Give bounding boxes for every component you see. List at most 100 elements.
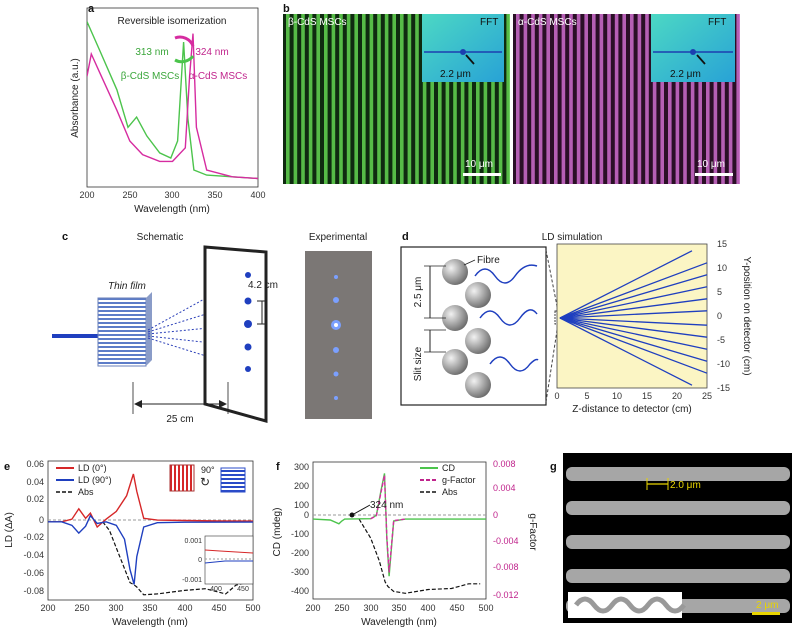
fft-spacing-beta: 2.2 μm: [440, 69, 471, 80]
label-thin-film: Thin film: [108, 281, 146, 292]
y-tick: -10: [717, 359, 730, 369]
micro-stripe: [453, 14, 457, 184]
x-ticks-d: 0 5 10 15 20 25: [554, 391, 712, 401]
micro-stripe: [630, 14, 634, 184]
y-tick: -100: [291, 529, 309, 539]
fibre-waves: [474, 264, 539, 372]
legend-beta: β-CdS MSCs: [121, 71, 180, 82]
micro-stripe: [523, 14, 528, 184]
panel-label-c: c: [62, 231, 68, 243]
micro-stripe: [362, 14, 366, 184]
x-tick: 400: [250, 190, 265, 200]
scale-label-g: 2 μm: [756, 600, 778, 611]
y-tick: 0: [39, 515, 44, 525]
diffraction-ray: [559, 262, 708, 319]
screen: [203, 245, 268, 423]
y-tick: 0: [717, 311, 722, 321]
micro-stripe: [614, 14, 619, 184]
micro-stripe: [438, 14, 442, 184]
micro-stripe: [354, 14, 358, 184]
y-axis-label-f: CD (mdeg): [272, 508, 283, 557]
y-axis-label-a: Absorbance (a.u.): [70, 58, 81, 138]
scale-label-alpha: 10 μm: [697, 159, 725, 170]
micro-stripe: [483, 14, 488, 184]
y-axis-label-e: LD (ΔA): [4, 512, 15, 548]
x-tick: 500: [478, 603, 493, 613]
x-axis-label-d: Z-distance to detector (cm): [572, 404, 691, 415]
y-tick: -15: [717, 383, 730, 393]
peak-label: 324 nm: [370, 500, 403, 511]
micro-stripe: [668, 14, 672, 184]
y-tick: -0.08: [23, 586, 44, 596]
y-ticks-f: 300 200 100 0 -100 -200 -300 -400: [291, 462, 309, 596]
simulation-title: LD simulation: [542, 232, 603, 243]
micro-stripe: [531, 14, 535, 184]
series-line-gfactor: [370, 475, 406, 573]
helix-model: [574, 596, 686, 614]
y-tick: 10: [717, 263, 727, 273]
y-tick: 0.02: [26, 494, 44, 504]
micro-stripe: [675, 14, 680, 184]
panel-label-e: e: [4, 461, 10, 473]
micro-stripe: [286, 14, 290, 184]
film-90deg: [220, 467, 246, 493]
x-tick: 350: [391, 603, 406, 613]
micro-stripe: [316, 14, 320, 184]
micro-stripe: [690, 14, 695, 184]
micro-stripe: [392, 14, 396, 184]
micro-stripe: [660, 14, 664, 184]
axes-frame-e: [47, 460, 254, 601]
micrograph-beta: β-CdS MSCs FFT 2.2 μm 10 μm: [283, 14, 510, 184]
legend-abs: Abs: [442, 487, 458, 497]
legend-gfactor: g-Factor: [442, 475, 476, 485]
legend-abs: Abs: [78, 487, 94, 497]
fibre-spheres: [442, 259, 491, 398]
fft-arrow: [696, 54, 706, 65]
x-tick: 200: [79, 190, 94, 200]
micro-stripe: [422, 14, 427, 184]
diffraction-spots: [244, 272, 252, 372]
y-tick: 5: [717, 287, 722, 297]
micro-stripe: [430, 14, 434, 184]
arrow-back: [174, 55, 195, 64]
micro-stripe: [721, 14, 725, 184]
x-ticks-a: 200 250 300 350 400: [79, 190, 265, 200]
micro-stripe: [339, 14, 343, 184]
micro-stripe: [400, 14, 404, 184]
y2-tick: -0.008: [493, 562, 519, 572]
y-tick: 300: [294, 462, 309, 472]
label-324nm: 324 nm: [195, 47, 228, 58]
x-axis-label-e: Wavelength (nm): [112, 617, 188, 628]
micro-stripe: [460, 14, 465, 184]
y-tick: -0.02: [23, 532, 44, 542]
label-spot-distance: 4.2 cm: [248, 280, 278, 291]
inset-e: 0.001 0 -0.001 400 450: [182, 535, 254, 593]
fft-spacing-alpha: 2.2 μm: [670, 69, 701, 80]
y-axis-label-d: Y-position on detector (cm): [741, 256, 752, 375]
micro-stripe: [516, 14, 520, 184]
micro-stripe: [498, 14, 503, 184]
series-line-beta: [87, 21, 258, 180]
micro-stripe: [554, 14, 558, 184]
x-tick: 500: [245, 603, 260, 613]
y2-axis-label-f: g-Factor: [527, 513, 538, 551]
x-tick: 15: [642, 391, 652, 401]
micro-stripe: [736, 14, 740, 184]
fft-label-beta: FFT: [480, 17, 498, 28]
micro-stripe: [293, 14, 298, 184]
inset-y-tick: 0.001: [184, 538, 202, 545]
x-tick: 10: [612, 391, 622, 401]
diffraction-ray: [559, 298, 708, 319]
micro-stripe: [308, 14, 313, 184]
x-tick: 0: [554, 391, 559, 401]
x-tick: 350: [142, 603, 157, 613]
x-tick: 200: [305, 603, 320, 613]
diffraction-ray: [559, 317, 708, 350]
micro-stripe: [377, 14, 381, 184]
nanowire: [566, 569, 790, 583]
micro-stripe: [415, 14, 419, 184]
fft-arrow: [465, 54, 475, 65]
micro-stripe: [346, 14, 351, 184]
x-tick: 450: [211, 603, 226, 613]
micro-stripe: [607, 14, 611, 184]
